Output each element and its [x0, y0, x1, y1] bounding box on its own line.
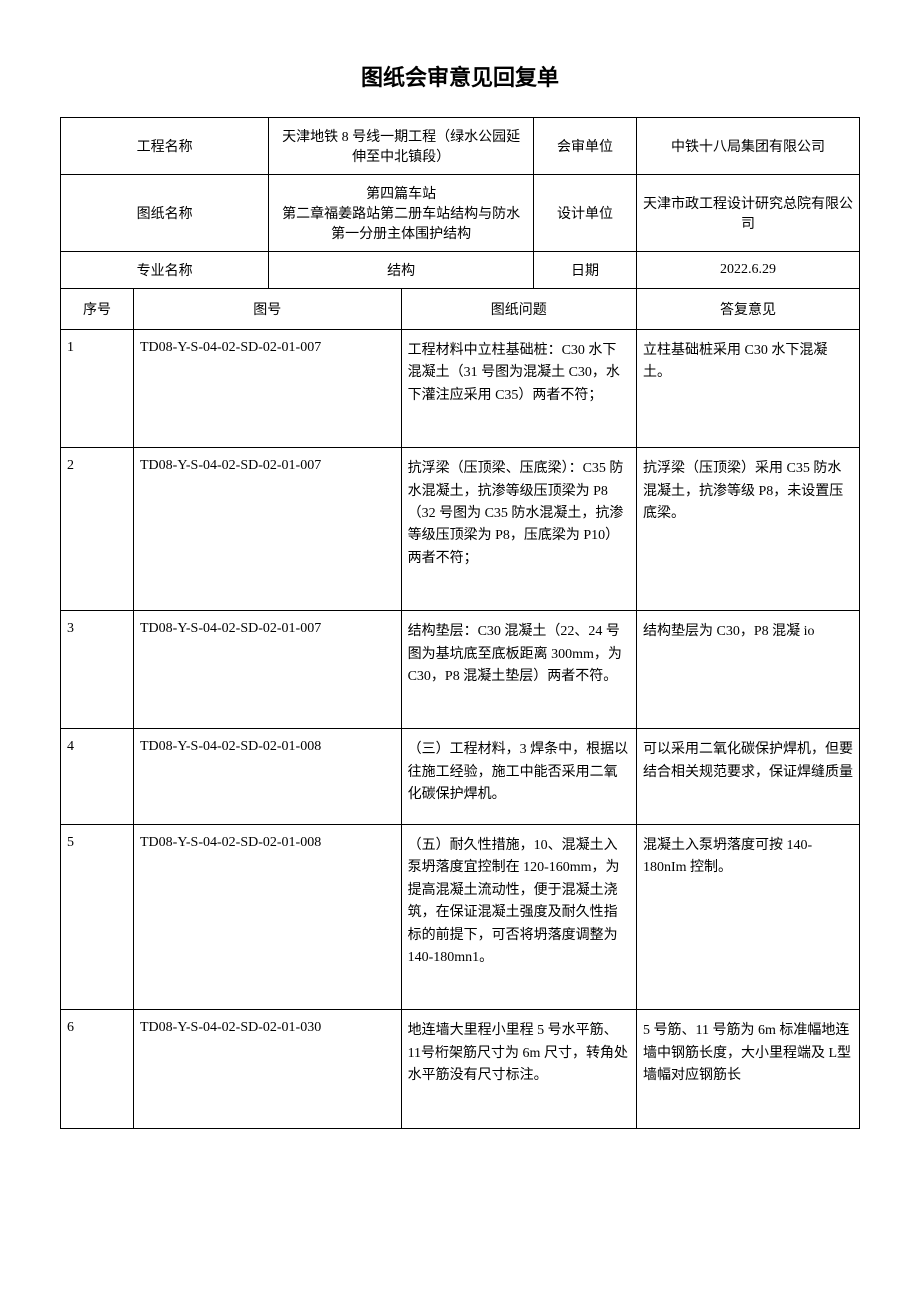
date-value: 2022.6.29	[637, 252, 860, 289]
cell-issue: 结构垫层：C30 混凝土（22、24 号图为基坑底至底板距离 300mm，为C3…	[401, 611, 636, 729]
table-row: 5 TD08-Y-S-04-02-SD-02-01-008 （五）耐久性措施，1…	[61, 825, 860, 1010]
cell-reply: 混凝土入泵坍落度可按 140-180nIm 控制。	[637, 825, 860, 1010]
discipline-label: 专业名称	[61, 252, 269, 289]
col-seq: 序号	[61, 289, 134, 330]
cell-reply: 可以采用二氧化碳保护焊机，但要结合相关规范要求，保证焊缝质量	[637, 729, 860, 825]
cell-drawing-no: TD08-Y-S-04-02-SD-02-01-007	[134, 330, 402, 448]
cell-reply: 5 号筋、11 号筋为 6m 标准幅地连墙中钢筋长度，大小里程端及 L型墙幅对应…	[637, 1010, 860, 1128]
date-label: 日期	[534, 252, 637, 289]
cell-reply: 立柱基础桩采用 C30 水下混凝土。	[637, 330, 860, 448]
design-unit-value: 天津市政工程设计研究总院有限公司	[637, 175, 860, 252]
col-issue: 图纸问题	[401, 289, 636, 330]
cell-seq: 4	[61, 729, 134, 825]
cell-seq: 5	[61, 825, 134, 1010]
page-title: 图纸会审意见回复单	[60, 60, 860, 92]
review-unit-label: 会审单位	[534, 118, 637, 175]
col-reply: 答复意见	[637, 289, 860, 330]
col-drawing-no: 图号	[134, 289, 402, 330]
cell-drawing-no: TD08-Y-S-04-02-SD-02-01-030	[134, 1010, 402, 1128]
cell-issue: 地连墙大里程小里程 5 号水平筋、11号桁架筋尺寸为 6m 尺寸，转角处水平筋没…	[401, 1010, 636, 1128]
cell-seq: 3	[61, 611, 134, 729]
cell-reply: 结构垫层为 C30，P8 混凝 io	[637, 611, 860, 729]
review-unit-value: 中铁十八局集团有限公司	[637, 118, 860, 175]
cell-issue: （五）耐久性措施，10、混凝土入泵坍落度宜控制在 120-160mm，为提高混凝…	[401, 825, 636, 1010]
drawing-value: 第四篇车站 第二章福姜路站第二册车站结构与防水第一分册主体围护结构	[269, 175, 534, 252]
cell-drawing-no: TD08-Y-S-04-02-SD-02-01-008	[134, 825, 402, 1010]
cell-drawing-no: TD08-Y-S-04-02-SD-02-01-008	[134, 729, 402, 825]
drawing-label: 图纸名称	[61, 175, 269, 252]
table-row: 2 TD08-Y-S-04-02-SD-02-01-007 抗浮梁（压顶梁、压底…	[61, 448, 860, 611]
cell-issue: 抗浮梁（压顶梁、压底梁）：C35 防水混凝土，抗渗等级压顶梁为 P8（32 号图…	[401, 448, 636, 611]
cell-drawing-no: TD08-Y-S-04-02-SD-02-01-007	[134, 611, 402, 729]
cell-issue: 工程材料中立柱基础桩：C30 水下混凝土（31 号图为混凝土 C30，水下灌注应…	[401, 330, 636, 448]
cell-seq: 6	[61, 1010, 134, 1128]
cell-drawing-no: TD08-Y-S-04-02-SD-02-01-007	[134, 448, 402, 611]
table-row: 1 TD08-Y-S-04-02-SD-02-01-007 工程材料中立柱基础桩…	[61, 330, 860, 448]
cell-reply: 抗浮梁（压顶梁）采用 C35 防水混凝土，抗渗等级 P8，未设置压底梁。	[637, 448, 860, 611]
discipline-value: 结构	[269, 252, 534, 289]
table-row: 3 TD08-Y-S-04-02-SD-02-01-007 结构垫层：C30 混…	[61, 611, 860, 729]
table-row: 4 TD08-Y-S-04-02-SD-02-01-008 （三）工程材料，3 …	[61, 729, 860, 825]
table-row: 6 TD08-Y-S-04-02-SD-02-01-030 地连墙大里程小里程 …	[61, 1010, 860, 1128]
cell-seq: 1	[61, 330, 134, 448]
review-table: 工程名称 天津地铁 8 号线一期工程（绿水公园延伸至中北镇段） 会审单位 中铁十…	[60, 117, 860, 1129]
project-value: 天津地铁 8 号线一期工程（绿水公园延伸至中北镇段）	[269, 118, 534, 175]
cell-issue: （三）工程材料，3 焊条中，根据以往施工经验，施工中能否采用二氧化碳保护焊机。	[401, 729, 636, 825]
project-label: 工程名称	[61, 118, 269, 175]
cell-seq: 2	[61, 448, 134, 611]
design-unit-label: 设计单位	[534, 175, 637, 252]
